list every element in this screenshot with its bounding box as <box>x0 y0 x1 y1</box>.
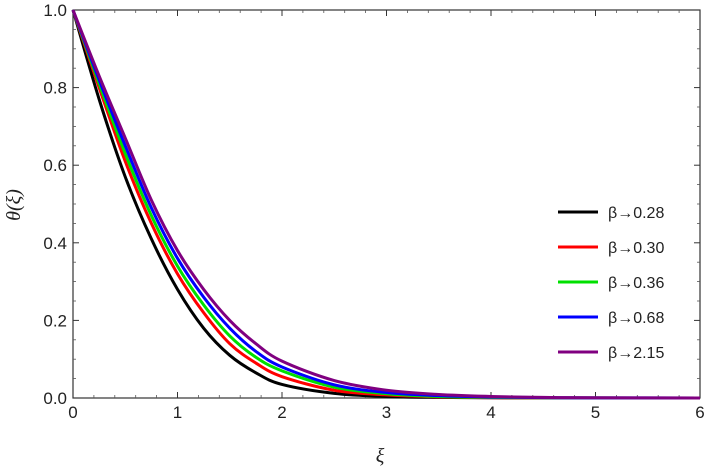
legend-label-2: β→0.36 <box>608 275 664 292</box>
y-tick-label: 1.0 <box>43 1 67 20</box>
x-tick-label: 1 <box>173 403 182 422</box>
x-tick-label: 5 <box>591 403 600 422</box>
x-tick-label: 2 <box>277 403 286 422</box>
x-tick-label: 6 <box>695 403 704 422</box>
legend-label-1: β→0.30 <box>608 240 664 257</box>
y-tick-label: 0.6 <box>43 156 67 175</box>
y-tick-label: 0.2 <box>43 311 67 330</box>
axis-ticks: 0 1 2 3 4 5 6 0.0 0.2 0.4 0.6 0.8 1.0 <box>43 1 704 422</box>
series-lines <box>71 9 701 400</box>
x-axis-label: ξ <box>376 445 385 467</box>
legend-label-0: β→0.28 <box>608 205 664 222</box>
legend-label-4: β→2.15 <box>608 345 664 362</box>
legend: β→0.28 β→0.30 β→0.36 β→0.68 β→2.15 <box>558 205 664 362</box>
y-tick-label: 0.8 <box>43 79 67 98</box>
series-line-4 <box>71 9 701 400</box>
legend-label-3: β→0.68 <box>608 310 664 327</box>
y-tick-label: 0.4 <box>43 234 67 253</box>
x-tick-label: 4 <box>486 403 495 422</box>
plot-frame <box>72 9 701 399</box>
y-axis-label: θ(ξ) <box>3 189 25 221</box>
y-tick-label: 0.0 <box>43 389 67 408</box>
x-tick-label: 0 <box>68 403 77 422</box>
x-tick-label: 3 <box>382 403 391 422</box>
